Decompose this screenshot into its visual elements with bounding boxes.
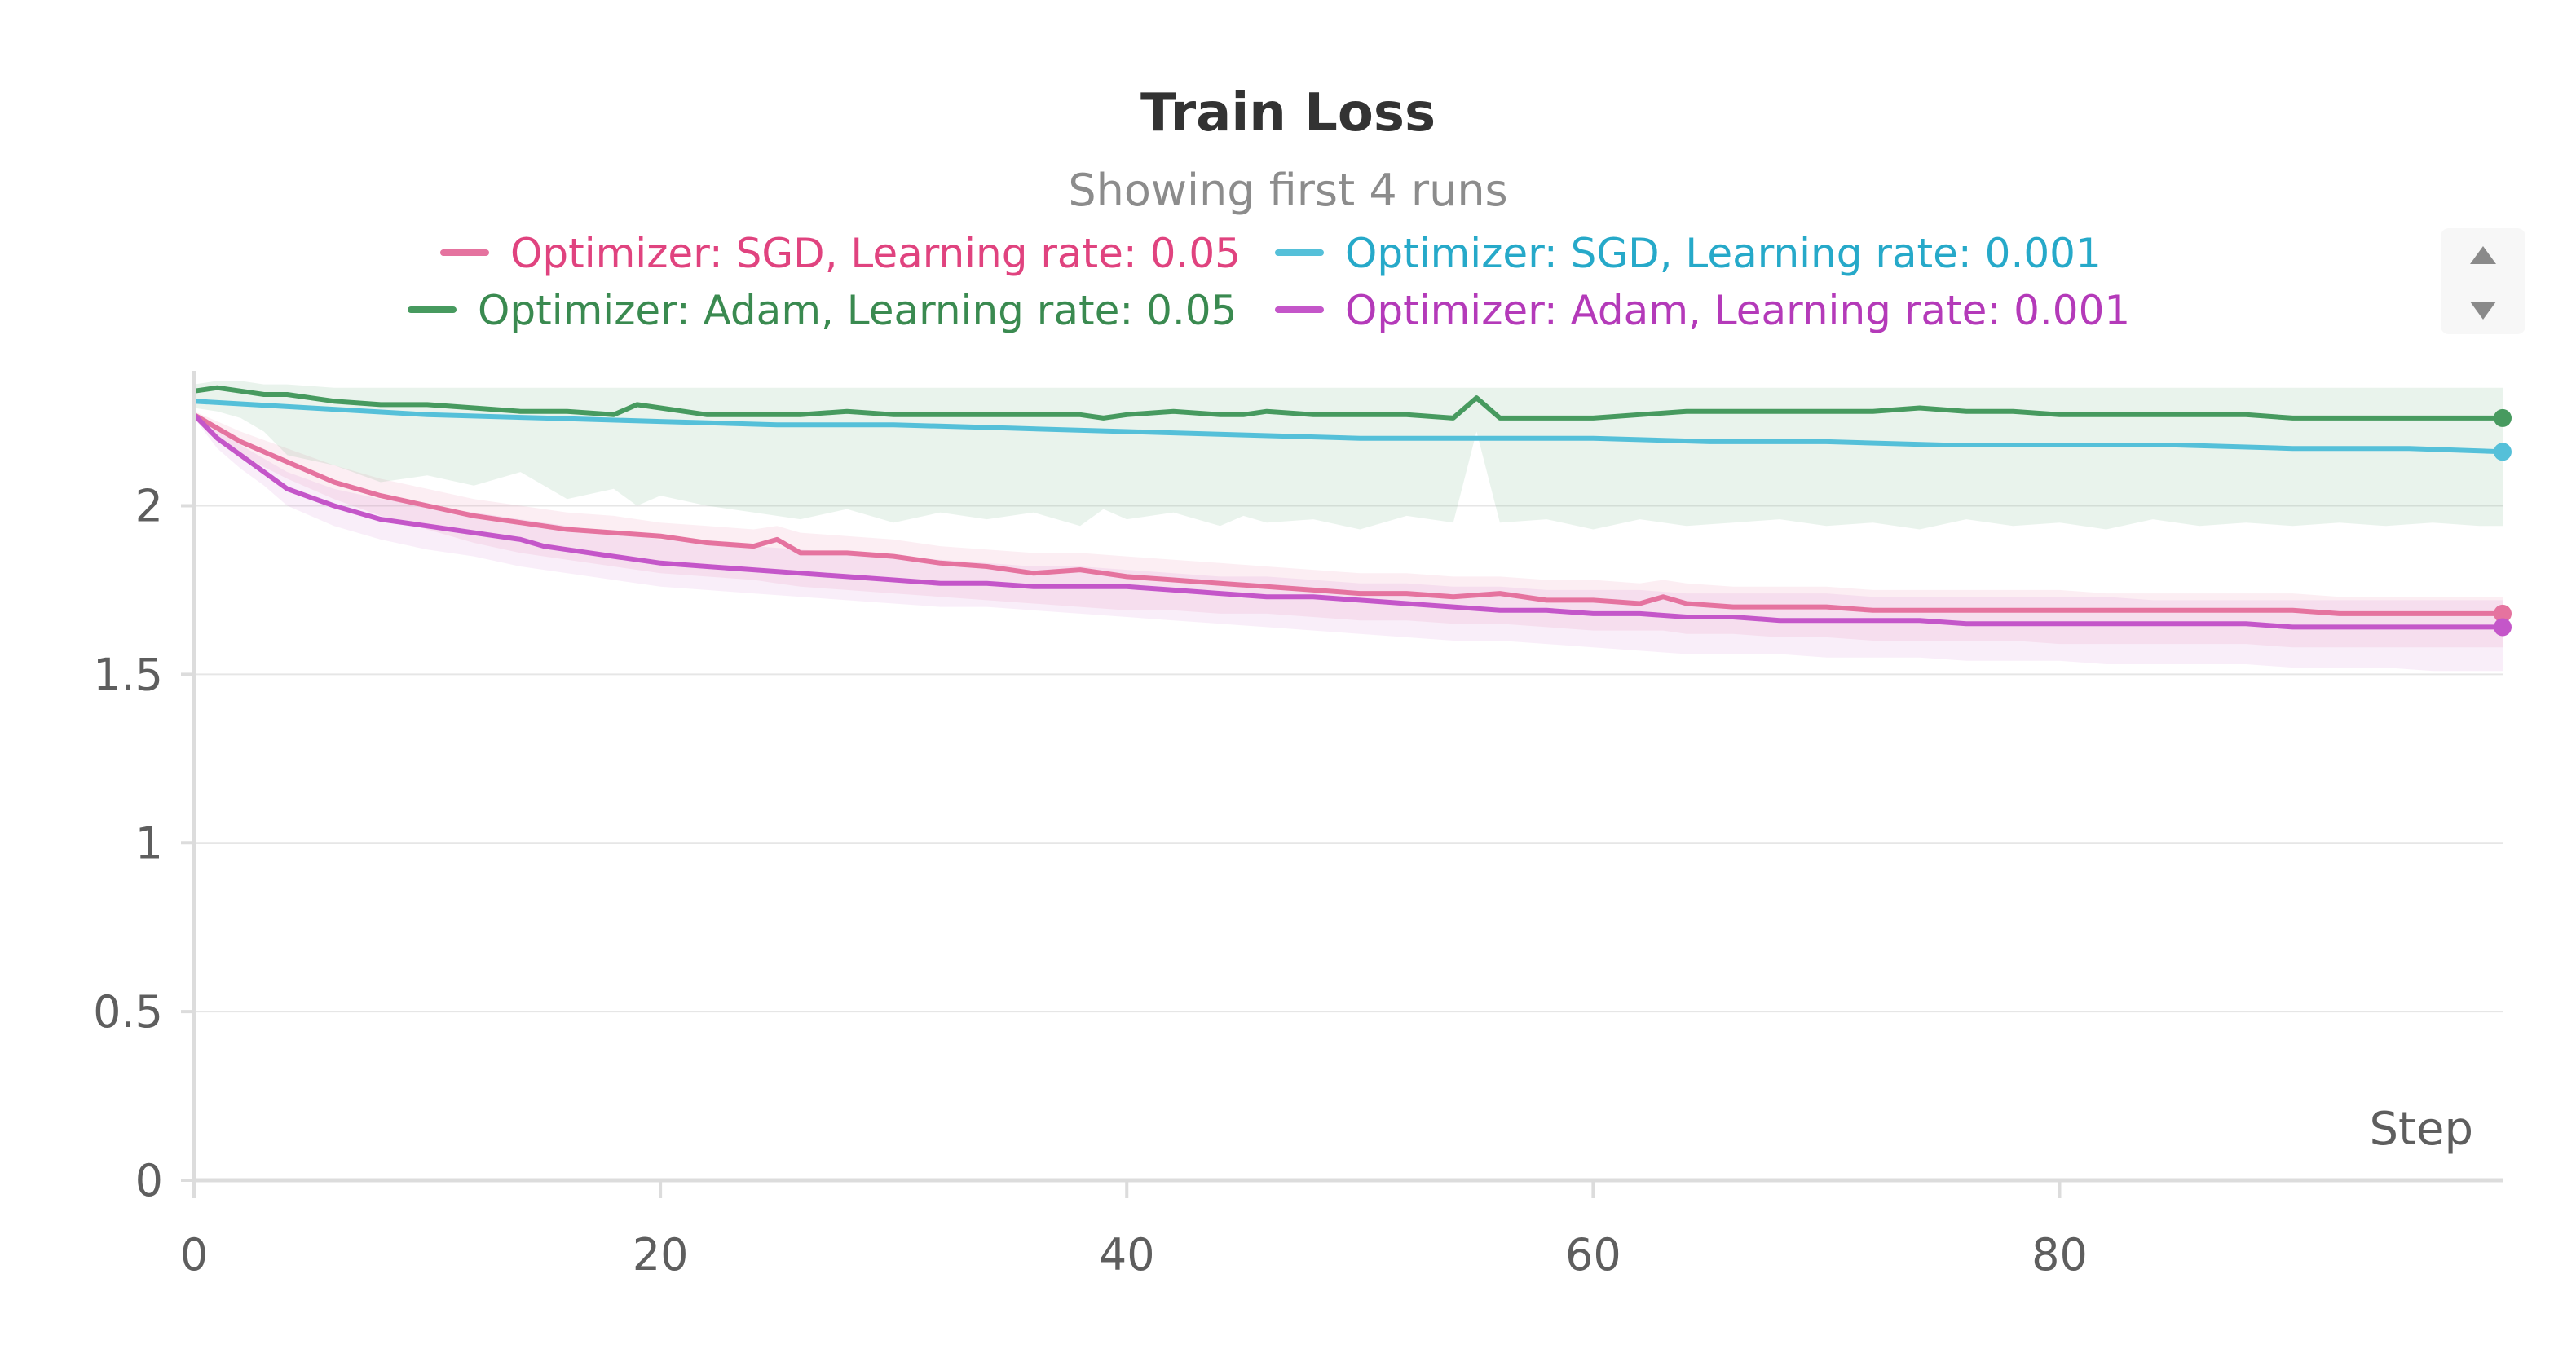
y-tick-label: 0	[135, 1155, 163, 1206]
x-tick-labels: 0 20 40 60 80	[180, 1229, 2088, 1280]
endpoint-adam-0.05	[2494, 408, 2512, 427]
series-line-adam-0.001[interactable]	[192, 412, 2505, 630]
y-tick-label: 1.5	[93, 649, 163, 700]
legend-scroll-track	[2441, 228, 2525, 334]
legend-label-sgd-0.05: Optimizer: SGD, Learning rate: 0.05	[510, 230, 1241, 277]
x-tick-label: 60	[1565, 1229, 1621, 1280]
legend-scroll-control	[2441, 228, 2525, 334]
x-tick-label: 20	[633, 1229, 689, 1280]
legend-entry-sgd-0.05[interactable]: Optimizer: SGD, Learning rate: 0.05	[440, 230, 1241, 277]
band-adam-0.05	[194, 381, 2503, 530]
y-tick-labels: 0 0.5 1 1.5 2	[93, 481, 163, 1207]
legend-entry-adam-0.05[interactable]: Optimizer: Adam, Learning rate: 0.05	[408, 287, 1237, 334]
endpoint-sgd-0.05	[2494, 604, 2512, 623]
grid-lines	[194, 505, 2503, 1013]
endpoint-adam-0.001	[2494, 618, 2512, 637]
y-tick-label: 2	[135, 481, 163, 532]
x-tick-label: 80	[2031, 1229, 2088, 1280]
series-line-sgd-0.05[interactable]	[192, 412, 2505, 616]
legend-label-adam-0.05: Optimizer: Adam, Learning rate: 0.05	[478, 287, 1237, 334]
legend-entry-sgd-0.001[interactable]: Optimizer: SGD, Learning rate: 0.001	[1275, 230, 2102, 277]
x-axis-label: Step	[2369, 1103, 2473, 1156]
axes	[181, 371, 2503, 1198]
legend-label-sgd-0.001: Optimizer: SGD, Learning rate: 0.001	[1345, 230, 2102, 277]
legend-scroll-down-icon[interactable]	[2470, 302, 2496, 320]
endpoint-sgd-0.001	[2494, 443, 2512, 461]
series-line-sgd-0.001[interactable]	[192, 399, 2505, 455]
chart-subtitle: Showing first 4 runs	[1068, 165, 1507, 216]
band-adam-0.001	[194, 411, 2503, 672]
legend: Optimizer: SGD, Learning rate: 0.05 Opti…	[408, 230, 2130, 334]
legend-label-adam-0.001: Optimizer: Adam, Learning rate: 0.001	[1345, 287, 2130, 334]
legend-entry-adam-0.001[interactable]: Optimizer: Adam, Learning rate: 0.001	[1275, 287, 2130, 334]
x-tick-label: 40	[1099, 1229, 1155, 1280]
y-tick-label: 0.5	[93, 986, 163, 1038]
series-endpoints	[2494, 408, 2512, 637]
x-tick-label: 0	[180, 1229, 208, 1280]
y-tick-label: 1	[135, 818, 163, 869]
legend-scroll-up-icon[interactable]	[2470, 246, 2496, 264]
chart-title: Train Loss	[1140, 83, 1436, 143]
series-lines	[192, 385, 2505, 630]
series-line-adam-0.05[interactable]	[192, 385, 2505, 421]
